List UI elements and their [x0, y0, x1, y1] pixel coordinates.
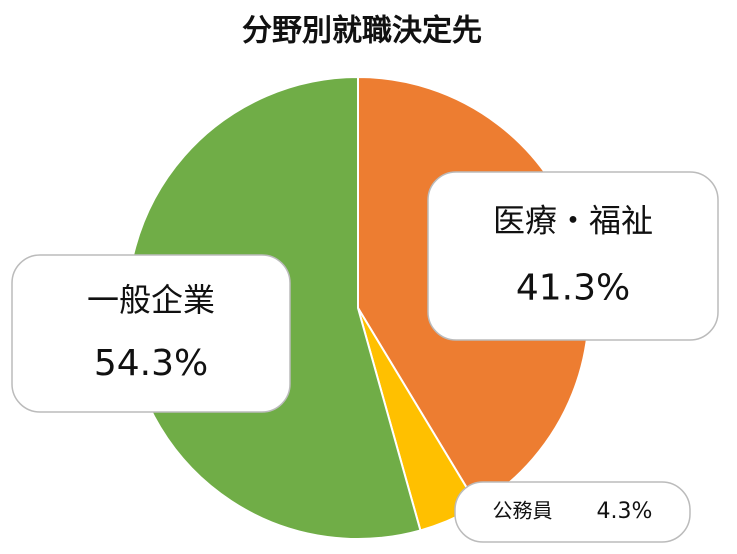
value-label: 4.3% [597, 499, 653, 524]
callout-box [454, 481, 691, 543]
callout-box [11, 254, 291, 413]
value-label: 41.3% [516, 268, 630, 309]
category-label: 医療・福祉 [493, 201, 653, 239]
category-label: 公務員 [493, 499, 553, 523]
value-label: 54.3% [94, 343, 208, 384]
callout-box [427, 171, 719, 341]
category-label: 一般企業 [87, 281, 215, 319]
chart-title: 分野別就職決定先 [242, 14, 482, 49]
